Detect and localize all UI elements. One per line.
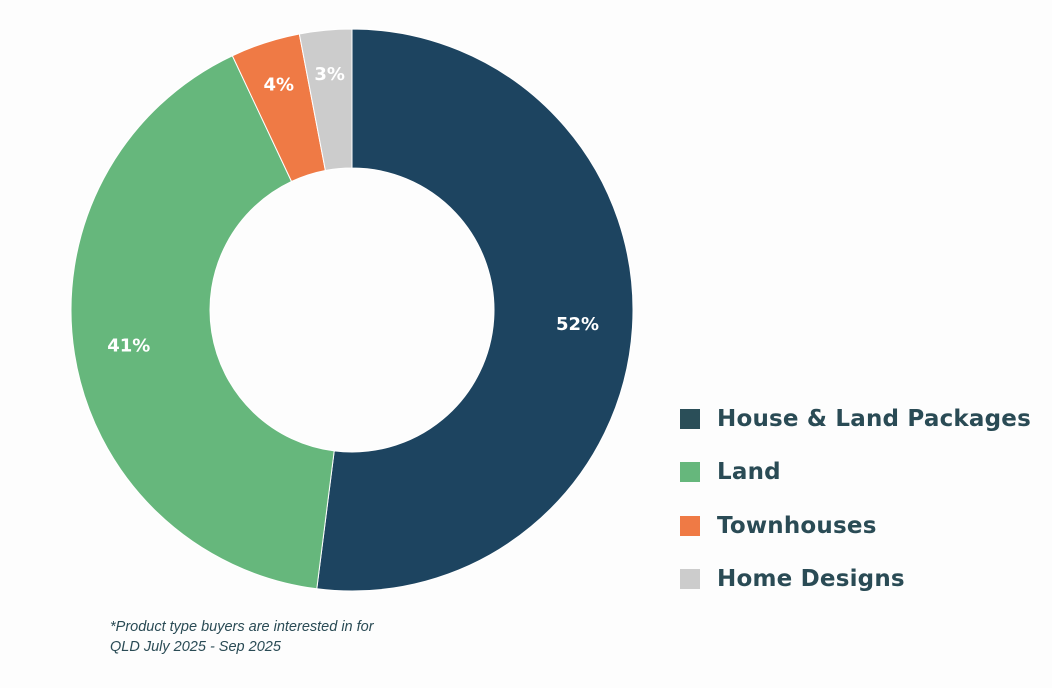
legend-item-home-designs: Home Designs [680, 553, 1031, 607]
legend-item-land: Land [680, 446, 1031, 500]
slice-value-label: 52% [556, 314, 599, 335]
legend-swatch [680, 462, 700, 483]
legend-swatch [680, 408, 700, 429]
legend-item-townhouses: Townhouses [680, 499, 1031, 553]
slice-value-label: 4% [263, 75, 294, 96]
donut-slice-house-land-packages [316, 28, 634, 592]
legend-label: Home Designs [717, 566, 905, 593]
legend-label: Land [717, 459, 781, 486]
footnote-line: *Product type buyers are interested in f… [110, 619, 374, 635]
legend-item-house-land: House & Land Packages [680, 392, 1031, 446]
legend: House & Land Packages Land Townhouses Ho… [680, 392, 1031, 606]
donut-chart: 52% 41% 4% 3% [70, 28, 634, 592]
legend-swatch [680, 515, 700, 536]
donut-slice-home-designs [298, 28, 353, 172]
slice-value-label: 3% [314, 64, 345, 85]
legend-label: Townhouses [717, 512, 877, 539]
legend-label: House & Land Packages [717, 405, 1031, 432]
footnote: *Product type buyers are interested in f… [110, 617, 374, 657]
footnote-line: QLD July 2025 - Sep 2025 [110, 639, 281, 655]
slice-value-label: 41% [107, 335, 150, 356]
donut-slice-land [70, 55, 335, 590]
legend-swatch [680, 569, 700, 590]
